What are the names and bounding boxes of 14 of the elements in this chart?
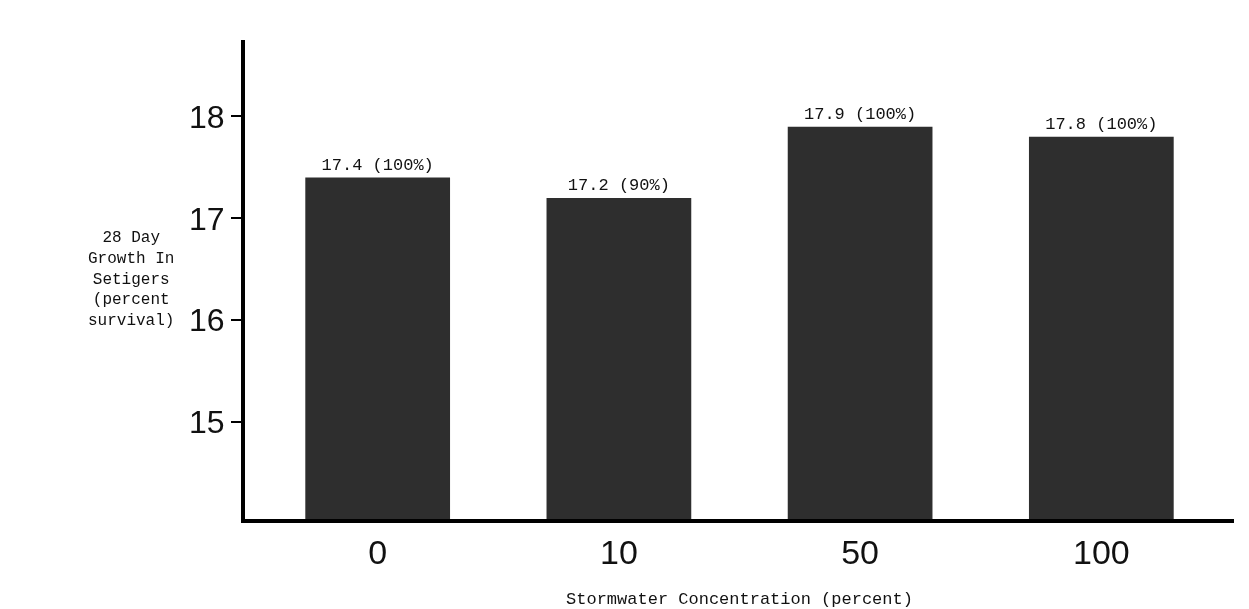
y-tick-label: 15 xyxy=(189,404,225,441)
y-tick-label: 17 xyxy=(189,200,225,237)
y-tick-label: 16 xyxy=(189,302,225,339)
y-axis-title: 28 Day Growth In Setigers (percent survival) xyxy=(88,229,175,331)
x-tick-label: 10 xyxy=(599,532,638,571)
data-label: 17.4 (100%) xyxy=(321,155,434,175)
data-label: 17.9 (100%) xyxy=(804,104,917,124)
data-label: 17.8 (100%) xyxy=(1045,114,1158,134)
x-tick-label: 100 xyxy=(1072,532,1130,571)
x-axis-title: Stormwater Concentration (percent) xyxy=(566,590,913,609)
data-label: 17.2 (90%) xyxy=(567,175,670,195)
x-tick-label: 0 xyxy=(368,532,388,571)
y-tick-label: 18 xyxy=(189,98,225,135)
x-tick-label: 50 xyxy=(841,532,880,571)
